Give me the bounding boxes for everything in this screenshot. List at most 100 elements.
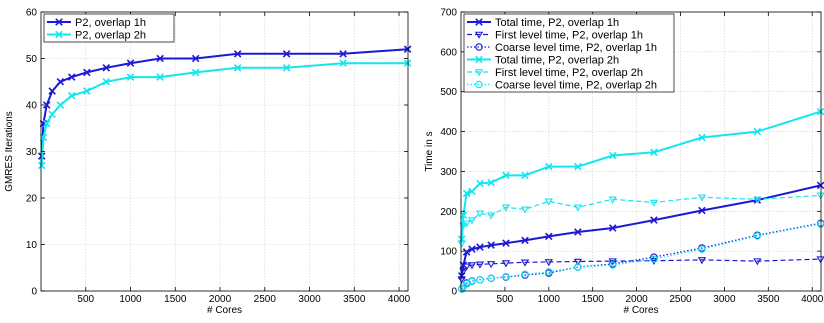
legend-item: Total time, P2, overlap 2h bbox=[467, 55, 619, 67]
data-point bbox=[282, 64, 291, 72]
axes-frame bbox=[460, 11, 822, 292]
data-point bbox=[502, 171, 510, 180]
legend-marker bbox=[55, 18, 63, 26]
data-point bbox=[544, 259, 553, 267]
x-tick-label: 1000 bbox=[538, 294, 561, 305]
series-line bbox=[461, 258, 821, 280]
legend-marker bbox=[475, 43, 483, 51]
data-point bbox=[476, 276, 484, 284]
data-point bbox=[574, 228, 582, 236]
data-point bbox=[649, 257, 659, 265]
data-point bbox=[467, 262, 477, 270]
legend-label: First level time, P2, overlap 1h bbox=[495, 30, 643, 42]
y-tick-label: 400 bbox=[440, 127, 457, 138]
legend-item: P2, overlap 1h bbox=[47, 17, 146, 29]
data-point bbox=[468, 187, 476, 196]
data-point bbox=[462, 220, 471, 228]
data-point bbox=[487, 274, 495, 282]
data-point bbox=[467, 217, 477, 225]
data-point bbox=[83, 87, 91, 95]
data-point bbox=[574, 162, 582, 171]
data-point bbox=[42, 101, 51, 109]
legend-label: First level time, P2, overlap 2h bbox=[495, 67, 643, 79]
data-point bbox=[521, 236, 529, 245]
legend-item: Coarse level time, P2, overlap 2h bbox=[467, 80, 657, 92]
x-tick-label: 1500 bbox=[582, 294, 605, 305]
data-point bbox=[233, 50, 242, 58]
y-tick-label: 30 bbox=[26, 147, 38, 158]
legend-item: First level time, P2, overlap 2h bbox=[467, 67, 643, 79]
data-point bbox=[468, 245, 476, 253]
x-tick-label: 1000 bbox=[119, 294, 142, 305]
series-0 bbox=[37, 45, 412, 160]
data-point bbox=[520, 206, 530, 214]
x-tick-label: 3500 bbox=[343, 294, 366, 305]
data-point bbox=[698, 245, 706, 253]
data-point bbox=[521, 171, 529, 180]
data-point bbox=[545, 268, 553, 276]
data-point bbox=[650, 216, 658, 224]
data-point bbox=[83, 68, 91, 77]
data-point bbox=[462, 248, 471, 256]
data-point bbox=[649, 199, 659, 207]
x-tick-label: 1500 bbox=[164, 294, 187, 305]
data-point bbox=[48, 87, 56, 95]
data-point bbox=[521, 270, 529, 279]
data-point bbox=[574, 263, 582, 271]
data-point bbox=[608, 261, 617, 269]
legend-item: P2, overlap 2h bbox=[47, 30, 146, 42]
data-point bbox=[339, 59, 347, 67]
data-point bbox=[339, 50, 347, 58]
data-point bbox=[573, 258, 583, 266]
y-tick-label: 600 bbox=[440, 47, 457, 58]
data-point bbox=[544, 198, 553, 206]
series-5 bbox=[457, 220, 824, 293]
legend-label: P2, overlap 1h bbox=[75, 17, 146, 29]
y-tick-label: 0 bbox=[31, 287, 37, 298]
x-tick-label: 4000 bbox=[801, 294, 824, 305]
y-tick-label: 50 bbox=[26, 54, 38, 65]
y-tick-label: 10 bbox=[26, 240, 38, 251]
legend-item: Total time, P2, overlap 1h bbox=[467, 17, 619, 29]
y-tick-label: 300 bbox=[440, 167, 457, 178]
y-tick-label: 700 bbox=[440, 8, 457, 19]
data-point bbox=[156, 54, 164, 63]
y-tick-label: 500 bbox=[440, 87, 457, 98]
y-axis-title: GMRES Iterations bbox=[4, 111, 15, 192]
legend-box bbox=[43, 13, 175, 43]
data-point bbox=[608, 224, 617, 232]
data-point bbox=[487, 241, 495, 249]
data-point bbox=[502, 272, 510, 281]
x-tick-label: 4000 bbox=[388, 294, 411, 305]
data-point bbox=[48, 110, 56, 119]
data-point bbox=[459, 268, 468, 276]
data-point bbox=[753, 232, 762, 240]
y-tick-label: 20 bbox=[26, 194, 38, 205]
data-point bbox=[608, 196, 617, 204]
series-line bbox=[461, 223, 821, 290]
series-line bbox=[461, 194, 821, 244]
legend-marker bbox=[475, 80, 483, 89]
series-3 bbox=[457, 107, 824, 243]
data-point bbox=[462, 263, 471, 271]
data-point bbox=[697, 194, 707, 202]
data-point bbox=[650, 255, 658, 263]
legend-marker bbox=[474, 69, 484, 77]
data-point bbox=[502, 239, 510, 247]
data-point bbox=[475, 210, 485, 218]
data-point bbox=[102, 64, 111, 72]
data-point bbox=[37, 161, 46, 170]
legend-label: Total time, P2, overlap 1h bbox=[495, 17, 619, 29]
data-point bbox=[650, 253, 658, 261]
data-point bbox=[126, 73, 135, 81]
x-tick-label: 3000 bbox=[713, 294, 736, 305]
x-axis-title: # Cores bbox=[207, 305, 242, 316]
data-point bbox=[457, 276, 466, 284]
data-point bbox=[459, 222, 468, 230]
legend-label: Total time, P2, overlap 2h bbox=[495, 55, 619, 67]
data-point bbox=[545, 232, 553, 241]
legend-label: Coarse level time, P2, overlap 2h bbox=[495, 80, 657, 92]
